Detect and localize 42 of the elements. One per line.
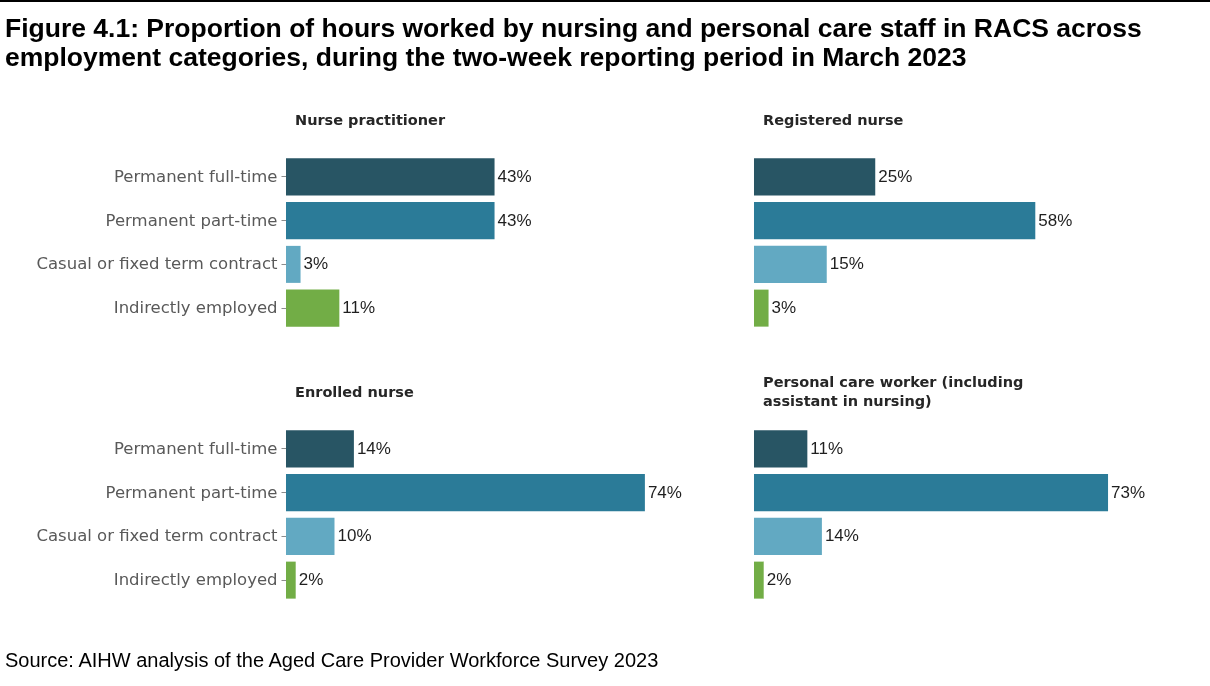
chart-title: Nurse practitioner — [295, 110, 446, 130]
bar — [286, 430, 354, 468]
data-label: 11% — [342, 298, 376, 318]
data-label: 25% — [878, 166, 913, 186]
data-label: 58% — [1038, 210, 1073, 230]
data-label: 10% — [337, 526, 372, 546]
bar — [754, 430, 808, 468]
data-label: 74% — [647, 482, 682, 502]
data-label: 73% — [1111, 482, 1146, 502]
bar — [286, 474, 645, 512]
data-label: 43% — [497, 210, 532, 230]
bar — [754, 474, 1109, 512]
bar — [754, 202, 1036, 240]
bar — [286, 561, 296, 599]
bar — [754, 517, 822, 555]
bar — [286, 517, 335, 555]
y-tick-label: Permanent part-time — [105, 482, 278, 502]
data-label: 14% — [824, 526, 859, 546]
y-tick-label: Permanent full-time — [114, 166, 278, 186]
data-label: 15% — [829, 254, 864, 274]
data-label: 2% — [766, 570, 792, 590]
y-tick-label: Permanent part-time — [105, 210, 278, 230]
data-label: 3% — [771, 298, 797, 318]
y-tick-label: Casual or fixed term contract — [36, 526, 279, 546]
data-label: 11% — [810, 438, 844, 458]
y-tick-label: Indirectly employed — [113, 298, 278, 318]
bar — [754, 561, 764, 599]
data-label: 43% — [497, 166, 532, 186]
bar — [754, 289, 769, 327]
bar — [754, 245, 827, 283]
y-tick-label: Indirectly employed — [113, 570, 278, 590]
y-tick-label: Permanent full-time — [114, 438, 278, 458]
data-label: 14% — [356, 438, 391, 458]
caption: Figure 4.1: Proportion of hours worked by nursing and personal care staff in RACS across employment categories, during the two-week reporting period in March 2023 — [5, 13, 1143, 72]
y-tick-label: Casual or fixed term contract — [36, 254, 279, 274]
chart-title: Registered nurse — [763, 110, 904, 130]
source-note: Source: AIHW analysis of the Aged Care Provider Workforce Survey 2023 — [5, 649, 659, 671]
data-label: 2% — [298, 570, 324, 590]
data-label: 3% — [303, 254, 329, 274]
chart-title: Enrolled nurse — [295, 382, 414, 402]
chart-title: Personal care worker (including assistant in nursing) — [763, 373, 1025, 411]
bar — [754, 158, 876, 196]
